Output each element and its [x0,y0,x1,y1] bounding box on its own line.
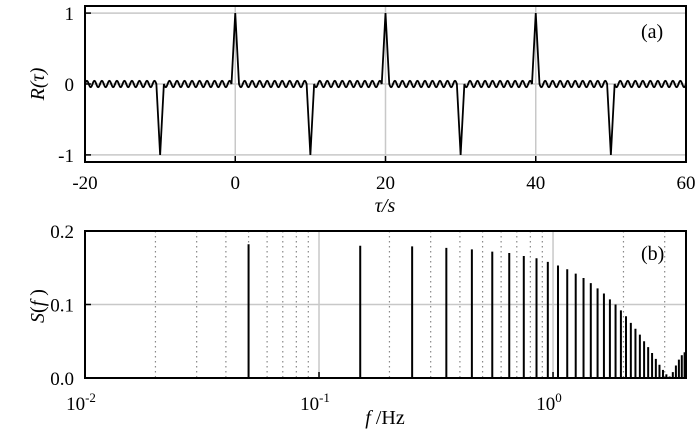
panel-b-x-axis-label: f /Hz [365,407,405,429]
panel-a-series-line [84,13,687,155]
panel-a-x-ticks: -20 0 20 40 60 [72,156,696,194]
panel-b-x-ticks: 10-2 10-1 100 [66,372,562,415]
panel-a-label: (a) [641,21,663,43]
panel-a-x-tick-label: -20 [72,173,97,194]
panel-b-x-tick-label: 10-1 [300,390,330,415]
panel-a-y-ticks: -1 0 1 [58,4,91,167]
panel-a-y-tick-label: 1 [65,4,75,25]
panel-b-y-axis-label: S(f ) [27,289,49,323]
panel-a-x-tick-label: 0 [231,173,241,194]
panel-b-y-ticks: 0.0 0.1 0.2 [50,222,91,390]
panel-a-y-axis-label: R(τ) [27,67,49,101]
panel-a-correlation: -20 0 20 40 60 -1 0 1 τ/s R(τ) (a) [27,4,696,217]
panel-a-y-tick-label: 0 [65,75,75,96]
panel-a-y-tick-label: -1 [58,146,74,167]
panel-b-x-tick-label: 10-2 [66,390,96,415]
panel-b-y-tick-label: 0.1 [50,296,74,317]
panel-a-x-axis-label: τ/s [375,195,396,217]
panel-b-x-tick-label: 100 [536,390,562,415]
panel-a-x-tick-label: 20 [376,173,395,194]
panel-a-x-tick-label: 60 [677,173,696,194]
panel-a-x-tick-label: 40 [526,173,545,194]
panel-b-label: (b) [641,243,664,265]
panel-b-y-tick-label: 0.0 [50,369,74,390]
panel-b-spectrum: 10-2 10-1 100 0.0 0.1 0.2 f /Hz S(f ) (b) [27,222,687,429]
panel-b-bars [247,244,686,378]
panel-b-grid [85,230,686,379]
panel-a-curve [84,13,687,155]
panel-b-y-tick-label: 0.2 [50,222,74,243]
